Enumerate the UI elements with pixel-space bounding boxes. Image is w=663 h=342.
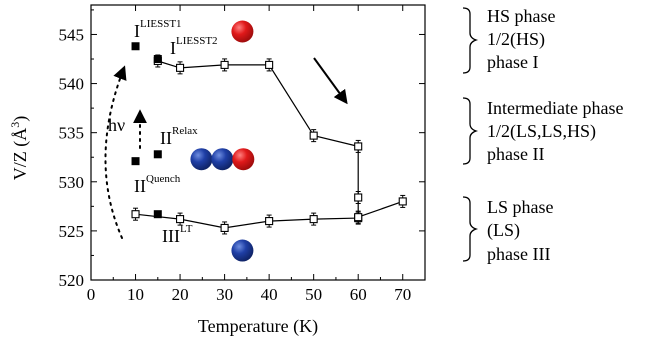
- data-point-open: [131, 210, 140, 219]
- data-point-open: [309, 215, 318, 224]
- ls-ball: [211, 148, 234, 171]
- data-point-open: [354, 213, 363, 222]
- annotations: ILIESST1 ILIESST2 IIRelax IIQuench IIILT…: [108, 18, 218, 246]
- phase-iii-line-3: phase III: [487, 244, 550, 264]
- y-tick-label: 540: [59, 75, 85, 94]
- data-point-filled: [153, 210, 162, 219]
- warming-arrow: [313, 57, 348, 105]
- hv-curved-arrow: [104, 65, 127, 239]
- x-tick-label: 20: [172, 285, 189, 304]
- phase-i-line-2: 1/2(HS): [487, 29, 545, 50]
- phase-labels: HS phase 1/2(HS) phase I Intermediate ph…: [487, 6, 623, 264]
- y-axis: 520 525 530 535 540 545: [59, 9, 425, 290]
- data-point-open: [176, 215, 185, 224]
- x-tick-label: 60: [350, 285, 367, 304]
- annotation-i-liesst1: ILIESST1: [134, 18, 182, 41]
- data-point-open: [309, 131, 318, 140]
- annotation-hv: hν: [108, 115, 125, 135]
- data-point-open: [354, 193, 363, 202]
- phase-ii-line-3: phase II: [487, 144, 544, 164]
- phase-iii-line-2: (LS): [487, 220, 520, 241]
- annotation-i-liesst2: ILIESST2: [170, 35, 218, 58]
- bracket-phase-i: [462, 7, 479, 74]
- phase-ii-line-2: 1/2(LS,LS,HS): [487, 121, 596, 142]
- y-tick-label: 520: [59, 271, 85, 290]
- ls-ball: [231, 239, 254, 262]
- series-line: [358, 200, 403, 218]
- data-point-open: [265, 217, 274, 226]
- x-tick-label: 70: [394, 285, 411, 304]
- arrows: [104, 57, 348, 239]
- data-point-filled: [153, 150, 162, 159]
- phase-brackets: [462, 7, 479, 262]
- phase-i-line-1: HS phase: [487, 6, 556, 26]
- data-point-open: [398, 197, 407, 206]
- y-tick-label: 545: [59, 25, 85, 44]
- data-point-filled: [153, 55, 162, 64]
- x-tick-label: 40: [261, 285, 278, 304]
- x-tick-label: 30: [216, 285, 233, 304]
- data-point-filled: [131, 157, 140, 166]
- annotation-ii-relax: IIRelax: [160, 125, 198, 148]
- annotation-ii-quench: IIQuench: [134, 173, 181, 196]
- data-point-open: [265, 60, 274, 69]
- data-point-filled: [131, 42, 140, 51]
- data-point-open: [220, 223, 229, 232]
- x-tick-label: 50: [305, 285, 322, 304]
- ls-ball: [190, 148, 213, 171]
- phase-ii-line-1: Intermediate phase: [487, 98, 623, 118]
- x-axis: 0 10 20 30 40 50 60 70: [87, 5, 411, 304]
- spin-state-balls: [190, 20, 255, 262]
- series-layer: [131, 42, 407, 235]
- x-axis-title: Temperature (K): [198, 316, 318, 337]
- annotation-iii-lt: IIILT: [162, 223, 193, 246]
- x-tick-label: 0: [87, 285, 96, 304]
- phase-i-line-3: phase I: [487, 52, 538, 72]
- x-tick-label: 10: [127, 285, 144, 304]
- bracket-phase-ii: [462, 97, 479, 165]
- data-point-open: [220, 60, 229, 69]
- bracket-phase-iii: [462, 196, 479, 262]
- y-tick-label: 535: [59, 124, 85, 143]
- y-tick-label: 530: [59, 173, 85, 192]
- phase-iii-line-1: LS phase: [487, 197, 554, 217]
- data-point-open: [176, 63, 185, 72]
- plot-frame: [90, 4, 426, 281]
- hs-ball: [231, 20, 254, 43]
- data-point-open: [354, 142, 363, 151]
- y-tick-label: 525: [59, 222, 85, 241]
- hs-ball: [232, 148, 255, 171]
- y-axis-title: V/Z (Å3): [8, 116, 31, 181]
